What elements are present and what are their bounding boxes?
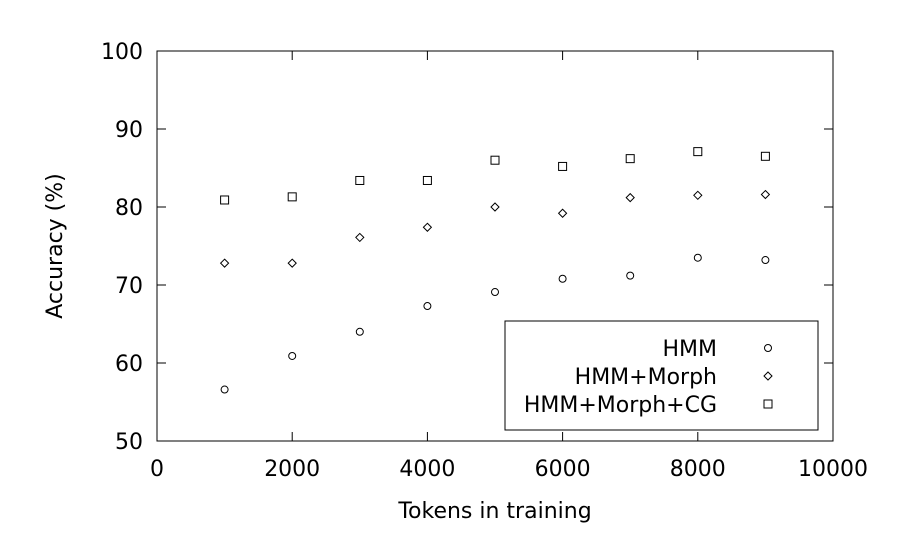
data-point-square <box>760 151 770 161</box>
legend-marker-square <box>763 399 773 409</box>
data-points <box>219 147 771 394</box>
data-point-square <box>693 147 703 157</box>
data-point-circle <box>355 327 364 336</box>
x-tick-label: 8000 <box>670 457 726 482</box>
data-point-diamond <box>760 189 771 200</box>
x-axis-ticks: 0 2000 4000 6000 8000 10000 <box>150 51 868 482</box>
data-point-circle <box>491 288 499 297</box>
y-axis-ticks: 50 60 70 80 90 100 <box>101 40 833 455</box>
y-tick-label: 60 <box>115 352 143 377</box>
data-point-square <box>490 155 500 165</box>
data-point-square <box>558 161 568 171</box>
data-point-diamond <box>490 202 500 212</box>
data-point-circle <box>558 274 567 283</box>
data-point-circle <box>220 385 229 394</box>
x-tick-label: 10000 <box>798 457 868 482</box>
data-point-circle <box>693 253 702 262</box>
x-axis-title: Tokens in training <box>397 499 591 524</box>
data-point-diamond <box>625 192 635 203</box>
data-point-square <box>625 154 635 164</box>
legend-label: HMM+Morph+CG <box>524 393 717 418</box>
data-point-diamond <box>422 222 433 232</box>
data-point-diamond <box>355 232 365 243</box>
data-point-circle <box>761 256 770 265</box>
data-point-square <box>422 175 432 185</box>
data-point-diamond <box>219 258 230 268</box>
y-tick-label: 70 <box>115 274 143 299</box>
legend-marker-circle <box>764 344 772 352</box>
y-tick-label: 100 <box>101 40 143 65</box>
data-point-diamond <box>693 190 703 201</box>
data-point-circle <box>423 302 432 311</box>
y-tick-label: 90 <box>115 118 143 143</box>
legend: HMM HMM+Morph HMM+Morph+CG <box>504 320 819 431</box>
data-point-square <box>220 195 230 205</box>
data-point-square <box>287 192 297 202</box>
data-point-square <box>355 175 365 185</box>
data-point-circle <box>288 351 297 360</box>
x-tick-label: 2000 <box>264 457 320 482</box>
legend-label: HMM <box>662 337 717 362</box>
y-tick-label: 80 <box>115 196 143 221</box>
legend-marker-diamond <box>763 371 773 381</box>
legend-box <box>504 320 819 431</box>
data-point-diamond <box>557 208 568 218</box>
data-point-circle <box>626 271 635 280</box>
plot-area <box>156 50 834 442</box>
legend-label: HMM+Morph <box>575 365 717 390</box>
y-tick-label: 50 <box>115 430 143 455</box>
x-tick-label: 4000 <box>399 457 455 482</box>
x-tick-label: 0 <box>150 457 164 482</box>
data-point-diamond <box>287 258 297 268</box>
x-tick-label: 6000 <box>535 457 591 482</box>
y-axis-title: Accuracy (%) <box>43 173 68 319</box>
